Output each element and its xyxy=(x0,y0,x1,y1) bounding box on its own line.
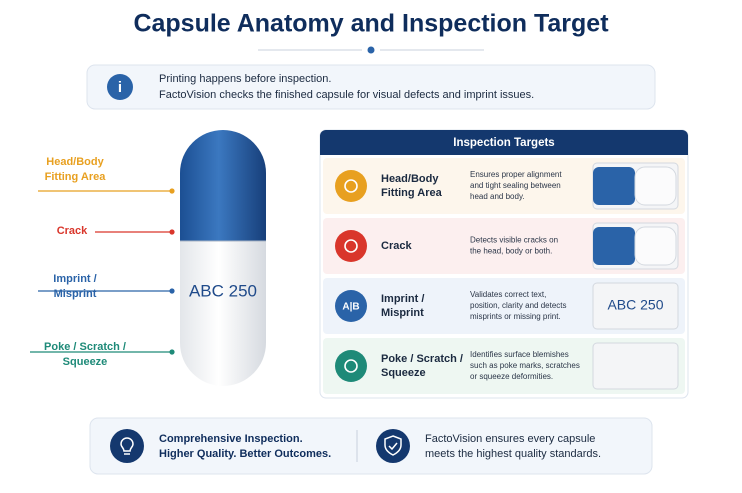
target-description: or squeeze deformities. xyxy=(470,372,553,381)
target-description: position, clarity and detects xyxy=(470,301,567,310)
targets-header-text: Inspection Targets xyxy=(453,137,554,149)
part-label: Fitting Area xyxy=(45,171,107,183)
target-description: head and body. xyxy=(470,192,525,201)
target-image xyxy=(592,282,679,330)
target-icon xyxy=(335,350,367,382)
target-name: Head/Body xyxy=(381,173,439,185)
target-description: Identifies surface blemishes xyxy=(470,350,569,359)
target-description: Validates correct text, xyxy=(470,290,546,299)
part-label: Poke / Scratch / xyxy=(44,341,126,353)
target-name: Crack xyxy=(381,240,412,252)
footer-text: Higher Quality. Better Outcomes. xyxy=(159,448,331,460)
capsule-imprint: ABC 250 xyxy=(189,281,257,300)
target-description: Detects visible cracks on xyxy=(470,236,558,245)
capsule-head xyxy=(180,130,266,241)
target-name: Fitting Area xyxy=(381,187,443,199)
image-imprint: ABC 250 xyxy=(607,297,663,313)
capsule xyxy=(180,130,266,386)
target-icon-glyph xyxy=(344,239,358,253)
part-label: Squeeze xyxy=(63,356,108,368)
part-label: Misprint xyxy=(54,288,97,300)
target-name: Imprint / xyxy=(381,293,424,305)
info-text: Printing happens before inspection. xyxy=(159,73,331,85)
info-icon xyxy=(107,74,133,100)
part-label: Crack xyxy=(57,225,88,237)
target-description: misprints or missing print. xyxy=(470,312,561,321)
target-icon-glyph xyxy=(344,179,358,193)
footer-icon xyxy=(110,429,144,463)
shield-glyph xyxy=(384,435,402,456)
leader-dot xyxy=(169,288,175,294)
footer-text: meets the highest quality standards. xyxy=(425,448,601,460)
capsule-crop-body xyxy=(634,226,677,266)
bulb-glyph xyxy=(120,437,134,455)
title: Capsule Anatomy and Inspection Target xyxy=(133,10,609,38)
footer-text: FactoVision ensures every capsule xyxy=(425,433,595,445)
target-description: such as poke marks, scratches xyxy=(470,361,580,370)
footer-text: Comprehensive Inspection. xyxy=(159,433,303,445)
target-icon xyxy=(335,290,367,322)
target-description: Ensures proper alignment xyxy=(470,170,562,179)
target-name: Squeeze xyxy=(381,367,426,379)
footer-box xyxy=(89,417,653,475)
info-icon-glyph: i xyxy=(118,79,122,96)
divider-dot xyxy=(367,46,375,54)
target-icon-text: A|B xyxy=(342,302,359,313)
part-label: Head/Body xyxy=(46,156,104,168)
target-description: the head, body or both. xyxy=(470,247,552,256)
target-icon-glyph xyxy=(344,359,358,373)
target-icon xyxy=(335,170,367,202)
target-name: Poke / Scratch / xyxy=(381,353,463,365)
capsule-crop-head xyxy=(593,167,635,205)
leader-dot xyxy=(169,229,175,235)
target-name: Misprint xyxy=(381,307,424,319)
targets-header xyxy=(320,130,688,155)
leader-dot xyxy=(169,188,175,194)
info-box xyxy=(86,64,656,110)
capsule-crop-body xyxy=(634,166,677,206)
target-icon xyxy=(335,230,367,262)
info-text: FactoVision checks the finished capsule … xyxy=(159,89,534,101)
leader-dot xyxy=(169,349,175,355)
target-description: and tight sealing between xyxy=(470,181,561,190)
target-image xyxy=(592,342,679,390)
footer-icon xyxy=(376,429,410,463)
capsule-crop-head xyxy=(593,227,635,265)
part-label: Imprint / xyxy=(53,273,96,285)
